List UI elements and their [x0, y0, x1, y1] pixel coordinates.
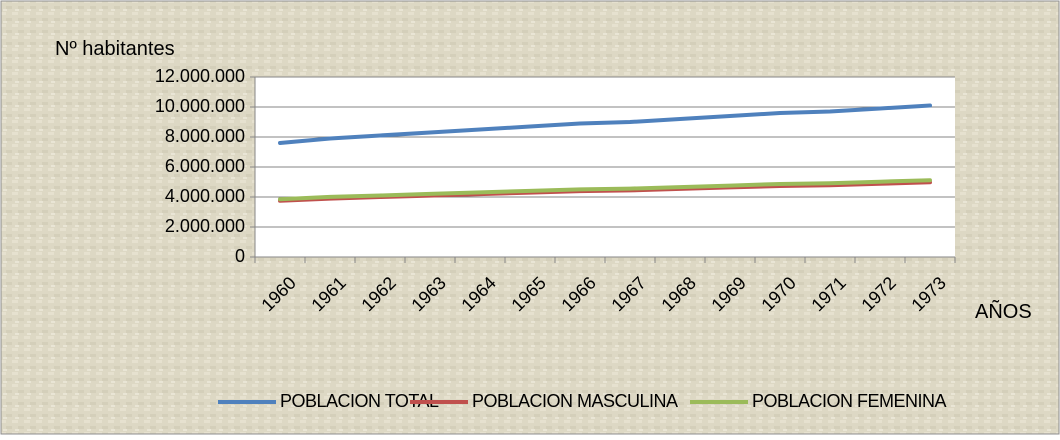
legend-label: POBLACION FEMENINA	[752, 391, 947, 411]
series-line	[278, 178, 932, 202]
y-tick-label: 12.000.000	[155, 66, 245, 86]
y-axis-label: Nº habitantes	[55, 38, 175, 60]
y-tick-label: 10.000.000	[155, 96, 245, 116]
y-tick-label: 0	[235, 246, 245, 266]
legend-label: POBLACION TOTAL	[280, 391, 439, 411]
y-tick-label: 4.000.000	[165, 186, 245, 206]
y-tick-label: 2.000.000	[165, 216, 245, 236]
legend-label: POBLACION MASCULINA	[472, 391, 678, 411]
series-line	[278, 103, 932, 145]
y-tick-label: 6.000.000	[165, 156, 245, 176]
y-tick-label: 8.000.000	[165, 126, 245, 146]
x-axis-label: AÑOS	[975, 299, 1032, 323]
